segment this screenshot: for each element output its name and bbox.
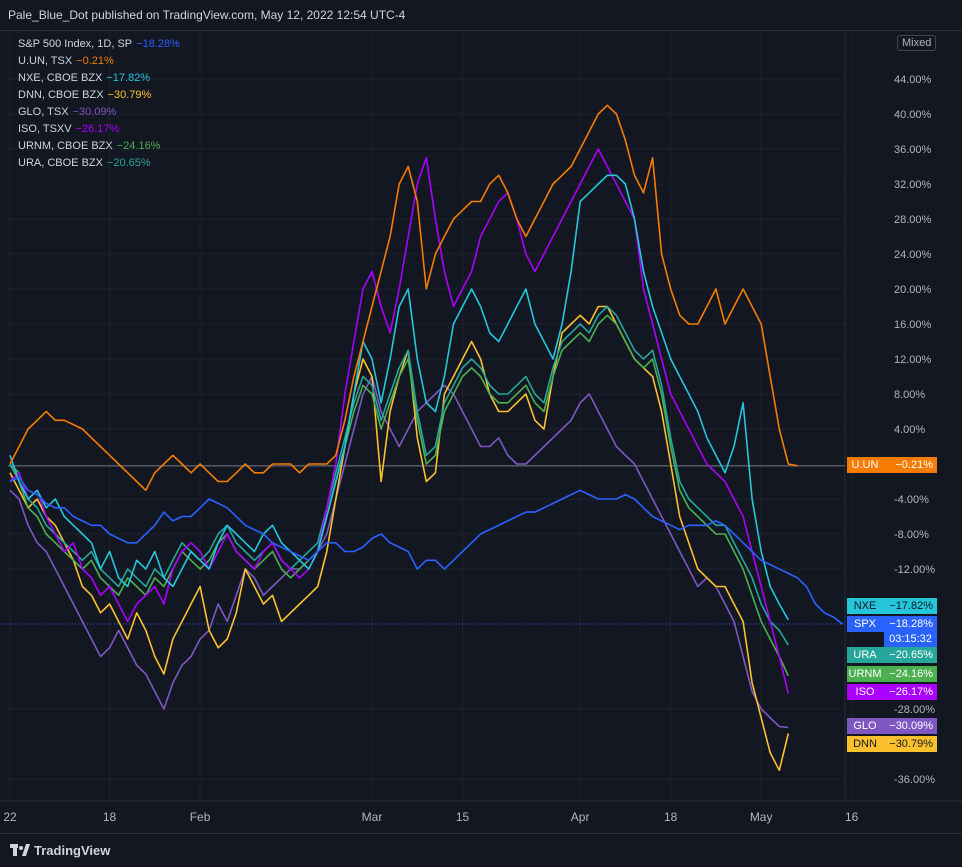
price-tag-glo: GLO −30.09% — [847, 718, 937, 734]
legend-label: URA, CBOE BZX — [18, 157, 103, 169]
price-tag-value: −0.21% — [884, 457, 937, 473]
x-tick-label: 22 — [3, 810, 17, 824]
price-tag-value: −30.09% — [884, 718, 937, 734]
legend-item-uun[interactable]: U.UN, TSX −0.21% — [18, 53, 180, 70]
y-tick-label: 40.00% — [894, 109, 932, 121]
y-tick-label: 16.00% — [894, 319, 932, 331]
legend-item-nxe[interactable]: NXE, CBOE BZX −17.82% — [18, 70, 180, 87]
x-tick-label: May — [750, 810, 773, 824]
x-tick-label: 16 — [845, 810, 859, 824]
legend-value: −26.17% — [75, 123, 120, 135]
countdown-timer: 03:15:32 — [884, 631, 937, 647]
legend-label: S&P 500 Index, 1D, SP — [18, 38, 133, 50]
legend-label: U.UN, TSX — [18, 55, 73, 67]
footer-brand: TradingView — [34, 843, 111, 858]
y-tick-label: 8.00% — [894, 389, 925, 401]
y-tick-label: 32.00% — [894, 179, 932, 191]
legend-item-glo[interactable]: GLO, TSX −30.09% — [18, 104, 180, 121]
legend-value: −30.09% — [72, 106, 117, 118]
price-tag-symbol: URA — [853, 649, 877, 661]
legend-label: DNN, CBOE BZX — [18, 89, 104, 101]
price-tag-symbol: ISO — [855, 686, 875, 698]
x-tick-label: Apr — [571, 810, 590, 824]
tradingview-logo-icon — [10, 844, 30, 856]
series-line-nxe[interactable] — [9, 174, 789, 621]
legend-label: GLO, TSX — [18, 106, 69, 118]
legend: S&P 500 Index, 1D, SP −18.28% U.UN, TSX −0.… — [18, 36, 180, 172]
price-tag-nxe: NXE −17.82% — [847, 598, 937, 614]
price-tag-dnn: DNN −30.79% — [847, 736, 937, 752]
y-tick-label: 12.00% — [894, 354, 932, 366]
price-tag-symbol: GLO — [853, 720, 877, 732]
legend-value: −18.28% — [136, 38, 180, 50]
legend-label: ISO, TSXV — [18, 123, 72, 135]
series-line-urnm[interactable] — [9, 314, 790, 677]
y-tick-label: 36.00% — [894, 144, 932, 156]
scale-mode-button[interactable]: Mixed — [897, 35, 937, 51]
price-tag-value: −18.28% — [884, 616, 937, 632]
legend-value: −17.82% — [106, 72, 151, 84]
y-tick-label: -4.00% — [894, 494, 929, 506]
price-tag-symbol: NXE — [853, 600, 877, 612]
price-tag-symbol: SPX — [853, 618, 876, 630]
price-tag-ura: URA −20.65% — [847, 647, 937, 663]
price-tag-iso: ISO −26.17% — [847, 684, 937, 700]
legend-value: −24.16% — [116, 140, 161, 152]
publish-text: Pale_Blue_Dot published on TradingView.c… — [8, 8, 406, 22]
y-tick-label: -12.00% — [894, 564, 935, 576]
x-tick-label: 18 — [103, 810, 117, 824]
price-tag-urnm: URNM −24.16% — [847, 666, 937, 682]
y-tick-label: 28.00% — [894, 214, 932, 226]
y-tick-label: 20.00% — [894, 284, 932, 296]
price-tag-value: −20.65% — [884, 647, 937, 663]
legend-label: URNM, CBOE BZX — [18, 140, 113, 152]
legend-value: −30.79% — [107, 89, 152, 101]
x-tick-label: 15 — [456, 810, 470, 824]
y-tick-label: 44.00% — [894, 74, 932, 86]
chart-area[interactable]: 44.00% 40.00% 36.00% 32.00% 28.00% 24.00% 20.0… — [0, 30, 962, 833]
x-tick-label: Feb — [190, 810, 211, 824]
series-line-uun[interactable] — [9, 104, 798, 492]
price-tag-symbol: U.UN — [851, 459, 879, 471]
legend-value: −0.21% — [76, 55, 114, 67]
publish-header: Pale_Blue_Dot published on TradingView.c… — [0, 0, 962, 30]
scale-mode-label: Mixed — [902, 37, 932, 49]
price-tag-uun: U.UN −0.21% — [847, 457, 937, 473]
legend-item-ura[interactable]: URA, CBOE BZX −20.65% — [18, 155, 180, 172]
series-line-ura[interactable] — [9, 305, 789, 646]
price-tag-value: −24.16% — [884, 666, 937, 682]
price-tag-value: −17.82% — [884, 598, 937, 614]
price-tag-symbol: URNM — [848, 668, 882, 680]
legend-item-dnn[interactable]: DNN, CBOE BZX −30.79% — [18, 87, 180, 104]
x-tick-label: Mar — [362, 810, 383, 824]
price-tag-value: −26.17% — [884, 684, 937, 700]
legend-item-urnm[interactable]: URNM, CBOE BZX −24.16% — [18, 138, 180, 155]
y-tick-label: -28.00% — [894, 704, 935, 716]
y-tick-label: -8.00% — [894, 529, 929, 541]
legend-item-iso[interactable]: ISO, TSXV −26.17% — [18, 121, 180, 138]
price-tag-value: −30.79% — [884, 736, 937, 752]
y-tick-label: 24.00% — [894, 249, 932, 261]
legend-label: NXE, CBOE BZX — [18, 72, 103, 84]
series-line-spx[interactable] — [9, 476, 844, 625]
y-tick-label: 4.00% — [894, 424, 925, 436]
y-tick-label: -36.00% — [894, 774, 935, 786]
price-tag-symbol: DNN — [853, 738, 877, 750]
line-chart[interactable]: 44.00% 40.00% 36.00% 32.00% 28.00% 24.00% 20.0… — [0, 31, 962, 834]
series-line-glo[interactable] — [9, 375, 789, 729]
footer: TradingView — [0, 833, 962, 867]
price-tag-spx: SPX −18.28% — [847, 616, 937, 632]
x-tick-label: 18 — [664, 810, 678, 824]
series-line-iso[interactable] — [9, 148, 790, 694]
legend-value: −20.65% — [106, 157, 151, 169]
legend-item-spx[interactable]: S&P 500 Index, 1D, SP −18.28% — [18, 36, 180, 53]
